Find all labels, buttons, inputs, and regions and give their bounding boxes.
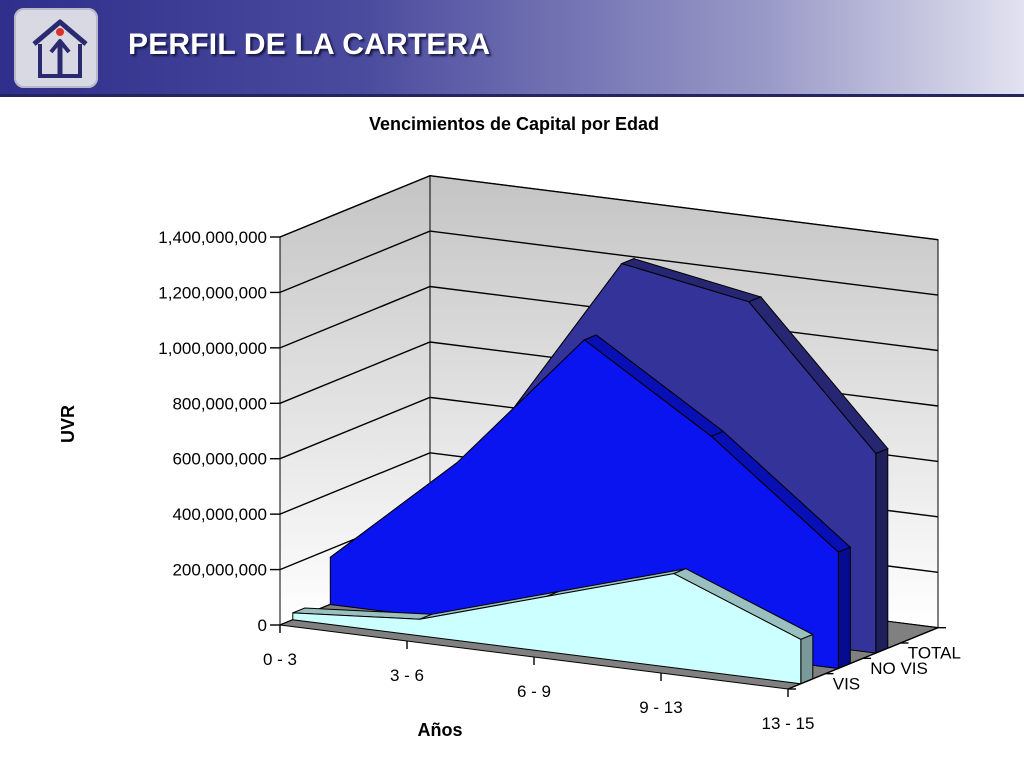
data-point <box>710 435 712 437</box>
series-label: NO VIS <box>870 659 928 678</box>
gridline <box>279 230 939 296</box>
y-axis-label: UVR <box>58 405 78 443</box>
data-point <box>583 339 585 341</box>
data-point <box>748 301 750 303</box>
x-tick-label: 9 - 13 <box>639 698 682 717</box>
x-tick-label: 13 - 15 <box>762 714 815 733</box>
y-tick-label: 1,200,000,000 <box>158 283 267 302</box>
house-arrow-logo-icon <box>14 8 98 88</box>
y-tick-label: 800,000,000 <box>172 394 267 413</box>
data-point <box>875 453 877 455</box>
y-tick-label: 600,000,000 <box>172 450 267 469</box>
y-tick-label: 0 <box>258 616 267 635</box>
chart-title: Vencimientos de Capital por Edad <box>369 114 659 134</box>
data-point <box>456 461 458 464</box>
area-end-cap <box>837 546 851 670</box>
y-tick-label: 200,000,000 <box>172 561 267 580</box>
y-tick-label: 400,000,000 <box>172 505 267 524</box>
data-point <box>329 556 331 558</box>
y-tick-label: 1,000,000,000 <box>158 339 267 358</box>
gridline <box>279 174 939 241</box>
x-axis-label: Años <box>418 720 463 740</box>
x-tick-label: 0 - 3 <box>263 650 297 669</box>
data-point <box>800 638 802 641</box>
series-vis <box>292 568 814 685</box>
page-title: PERFIL DE LA CARTERA <box>128 28 491 61</box>
area-front-face <box>292 573 802 685</box>
x-tick-label: 6 - 9 <box>517 682 551 701</box>
series-areas <box>292 257 889 685</box>
series-label: VIS <box>833 674 860 693</box>
y-tick-label: 1,400,000,000 <box>158 228 267 247</box>
axes: 0 200,000,000 400,000,000 600,000,000 800,00… <box>158 228 961 733</box>
data-point <box>621 263 623 265</box>
x-tick-label: 3 - 6 <box>390 666 424 685</box>
area-end-cap <box>875 447 889 654</box>
data-point <box>292 612 294 614</box>
area-end-cap <box>800 633 814 685</box>
data-point <box>673 573 675 575</box>
data-point <box>837 551 839 553</box>
data-point <box>419 618 421 620</box>
series-label: TOTAL <box>908 644 961 663</box>
data-point <box>546 595 548 598</box>
header-banner: PERFIL DE LA CARTERA <box>0 0 1024 97</box>
